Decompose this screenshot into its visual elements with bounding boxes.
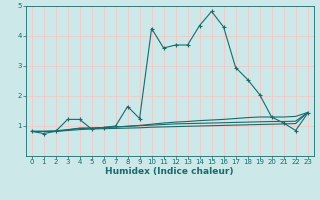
X-axis label: Humidex (Indice chaleur): Humidex (Indice chaleur) [105,167,234,176]
